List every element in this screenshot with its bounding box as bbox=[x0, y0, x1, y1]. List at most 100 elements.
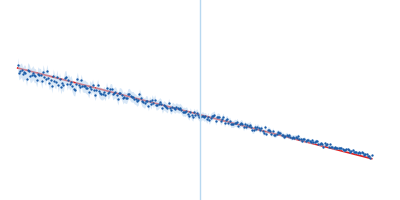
Point bbox=[28, 73, 35, 76]
Point bbox=[304, 139, 310, 142]
Point bbox=[80, 85, 87, 88]
Point bbox=[79, 84, 86, 87]
Point bbox=[134, 99, 140, 103]
Point bbox=[136, 93, 143, 96]
Point bbox=[350, 148, 356, 152]
Point bbox=[45, 77, 51, 80]
Point bbox=[74, 77, 80, 80]
Point bbox=[176, 107, 182, 110]
Point bbox=[210, 114, 216, 117]
Point bbox=[60, 84, 66, 87]
Point bbox=[139, 100, 145, 103]
Point bbox=[215, 115, 221, 118]
Point bbox=[124, 96, 130, 99]
Point bbox=[20, 73, 26, 76]
Point bbox=[328, 145, 334, 148]
Point bbox=[183, 109, 190, 112]
Point bbox=[278, 133, 285, 137]
Point bbox=[229, 122, 235, 125]
Point bbox=[148, 103, 154, 106]
Point bbox=[207, 116, 214, 119]
Point bbox=[263, 132, 270, 135]
Point bbox=[187, 110, 194, 114]
Point bbox=[332, 146, 338, 149]
Point bbox=[295, 134, 301, 138]
Point bbox=[158, 102, 164, 106]
Point bbox=[91, 88, 97, 92]
Point bbox=[101, 91, 107, 94]
Point bbox=[155, 102, 162, 106]
Point bbox=[209, 115, 215, 118]
Point bbox=[191, 111, 197, 114]
Point bbox=[16, 71, 22, 74]
Point bbox=[40, 70, 46, 73]
Point bbox=[338, 146, 344, 149]
Point bbox=[262, 125, 268, 129]
Point bbox=[69, 84, 76, 88]
Point bbox=[360, 152, 366, 155]
Point bbox=[281, 135, 287, 138]
Point bbox=[298, 138, 304, 141]
Point bbox=[319, 143, 326, 146]
Point bbox=[87, 85, 93, 88]
Point bbox=[121, 95, 128, 98]
Point bbox=[206, 119, 212, 122]
Point bbox=[107, 88, 114, 91]
Point bbox=[103, 86, 110, 90]
Point bbox=[348, 149, 354, 152]
Point bbox=[287, 136, 294, 139]
Point bbox=[318, 142, 324, 145]
Point bbox=[323, 143, 329, 147]
Point bbox=[284, 133, 290, 136]
Point bbox=[27, 74, 34, 77]
Point bbox=[272, 133, 278, 136]
Point bbox=[205, 115, 211, 118]
Point bbox=[30, 71, 36, 74]
Point bbox=[246, 124, 252, 127]
Point bbox=[224, 117, 230, 121]
Point bbox=[280, 133, 286, 136]
Point bbox=[261, 132, 267, 135]
Point bbox=[35, 72, 41, 75]
Point bbox=[37, 74, 44, 77]
Point bbox=[172, 107, 178, 110]
Point bbox=[149, 98, 155, 101]
Point bbox=[31, 74, 37, 77]
Point bbox=[152, 98, 158, 101]
Point bbox=[92, 93, 98, 96]
Point bbox=[305, 138, 312, 141]
Point bbox=[34, 78, 40, 82]
Point bbox=[357, 152, 364, 155]
Point bbox=[330, 147, 337, 150]
Point bbox=[314, 140, 320, 143]
Point bbox=[26, 70, 32, 73]
Point bbox=[254, 125, 261, 128]
Point bbox=[180, 110, 186, 113]
Point bbox=[249, 129, 256, 132]
Point bbox=[97, 91, 103, 95]
Point bbox=[150, 101, 157, 105]
Point bbox=[274, 131, 281, 134]
Point bbox=[196, 115, 202, 118]
Point bbox=[42, 77, 49, 80]
Point bbox=[86, 90, 92, 93]
Point bbox=[235, 124, 242, 127]
Point bbox=[160, 104, 167, 107]
Point bbox=[84, 87, 91, 90]
Point bbox=[25, 68, 31, 71]
Point bbox=[306, 140, 313, 143]
Point bbox=[320, 145, 327, 148]
Point bbox=[159, 107, 166, 110]
Point bbox=[266, 128, 272, 131]
Point bbox=[243, 125, 249, 128]
Point bbox=[250, 128, 257, 131]
Point bbox=[56, 78, 63, 81]
Point bbox=[216, 116, 223, 119]
Point bbox=[322, 142, 328, 145]
Point bbox=[64, 82, 70, 85]
Point bbox=[108, 88, 115, 91]
Point bbox=[308, 140, 314, 144]
Point bbox=[353, 150, 360, 154]
Point bbox=[22, 71, 28, 74]
Point bbox=[239, 122, 246, 125]
